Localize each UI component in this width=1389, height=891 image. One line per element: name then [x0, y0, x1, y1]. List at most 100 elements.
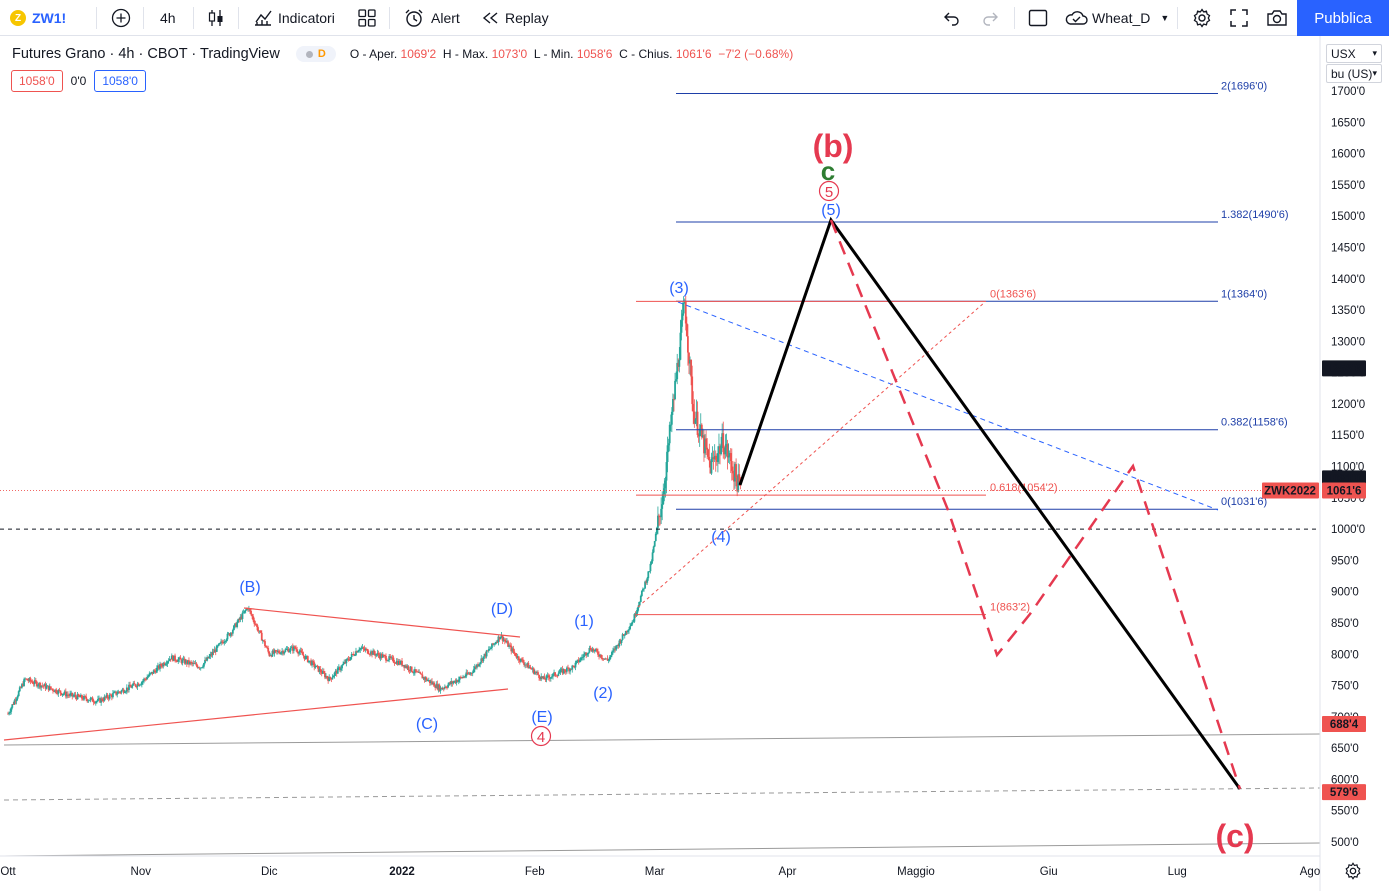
candle-body [343, 662, 346, 664]
candle-body [90, 697, 93, 699]
candle-body [526, 663, 529, 665]
candle-body [307, 660, 310, 663]
candle-body [630, 624, 633, 627]
candle-body [52, 689, 54, 691]
candle-body [376, 653, 379, 655]
candle-body [193, 663, 196, 664]
candle-body [512, 648, 515, 652]
candle-body [236, 622, 239, 627]
candle-body [332, 675, 335, 678]
candle-body [220, 641, 222, 643]
undo-icon[interactable] [943, 0, 961, 36]
templates-grid-icon[interactable] [358, 0, 376, 36]
price-chart[interactable]: 2(1696'0) 1.382(1490'6) 1(1364'0) 0.382(115… [0, 36, 1389, 891]
candle-body [180, 659, 183, 663]
candle-body [694, 419, 697, 424]
compare-add-icon[interactable] [111, 0, 131, 36]
wave-circle-4-text: 4 [537, 729, 545, 746]
redo-icon[interactable] [981, 0, 999, 36]
candle-body [159, 664, 161, 669]
candle-body [679, 332, 682, 360]
candle-body [484, 653, 487, 657]
candle-body [201, 666, 204, 668]
sell-button[interactable]: 1058'0 [11, 70, 63, 92]
candle-body [713, 455, 716, 460]
interval-button[interactable]: 4h [160, 0, 176, 36]
settings-gear-icon[interactable] [1192, 0, 1212, 36]
candle-body [719, 446, 721, 455]
snapshot-camera-icon[interactable] [1266, 0, 1288, 36]
candle-body [378, 655, 381, 659]
candle-body [532, 668, 535, 674]
candle-body [36, 681, 38, 687]
candle-body [655, 527, 658, 534]
buy-button[interactable]: 1058'0 [94, 70, 146, 92]
candle-body [346, 658, 349, 660]
fullscreen-rect-icon[interactable] [1028, 0, 1048, 36]
candle-body [427, 680, 430, 681]
candle-body [210, 654, 213, 656]
alert-button[interactable]: Alert [403, 0, 460, 36]
candle-body [598, 654, 600, 657]
candle-body [712, 457, 715, 460]
candle-body [689, 359, 691, 364]
candle-body [117, 691, 120, 694]
candle-body [175, 660, 178, 662]
candle-body [350, 653, 353, 658]
support-line-500 [3, 842, 1321, 857]
change-value: −7'2 (−0.68%) [718, 47, 794, 61]
time-axis: Ott Nov Dic 2022 Feb Mar Apr Maggio Giu Lug Ago [0, 855, 1320, 878]
candle-body [462, 676, 464, 678]
legend-toggle-pill[interactable]: D [295, 46, 336, 62]
candle-body [46, 685, 49, 687]
symbol-search-button[interactable]: Z ZW1! [10, 0, 66, 36]
chevron-down-icon: ▾ [1372, 48, 1377, 58]
candle-body [60, 692, 63, 695]
candle-body [650, 561, 653, 564]
currency-value: USX [1331, 46, 1356, 61]
publish-button[interactable]: Pubblica [1297, 0, 1389, 36]
candle-body [614, 648, 617, 650]
candle-body [646, 578, 649, 583]
candle-body [487, 649, 490, 651]
candle-body [235, 623, 237, 627]
candle-body [228, 633, 231, 636]
triangle-upper-line [243, 607, 521, 638]
candle-body [33, 680, 36, 684]
indicators-button[interactable]: Indicatori [253, 0, 335, 36]
wave-label-e: (E) [531, 709, 552, 726]
candle-body [722, 433, 725, 453]
candle-body [230, 632, 233, 634]
maximize-icon[interactable] [1230, 0, 1248, 36]
replay-button[interactable]: Replay [482, 0, 549, 36]
candle-body [251, 614, 254, 617]
candle-body [157, 665, 159, 668]
wave-circle-5-ring [818, 180, 840, 202]
layout-menu-button[interactable]: Wheat_D ▼ [1064, 0, 1169, 36]
candle-body [412, 672, 415, 674]
unit-select[interactable]: bu (US) ▾ [1326, 64, 1382, 83]
candle-body [114, 691, 116, 693]
candle-body [219, 642, 221, 644]
candle-body [623, 635, 626, 636]
candles-style-icon[interactable] [206, 0, 226, 36]
candle-body [298, 652, 301, 654]
candle-body [168, 658, 171, 661]
price-tag-last-bg [1322, 482, 1366, 499]
candle-body [334, 670, 337, 673]
candle-body [581, 657, 583, 659]
alert-clock-icon [405, 9, 423, 27]
candle-body [37, 685, 39, 687]
currency-select[interactable]: USX ▾ [1326, 44, 1382, 63]
candle-body [593, 650, 596, 652]
candle-body [151, 672, 154, 674]
candle-body [270, 655, 273, 657]
candle-body [438, 684, 441, 691]
candle-body [85, 696, 88, 700]
axis-settings-gear-icon[interactable] [1344, 862, 1362, 885]
candle-body [549, 677, 552, 679]
candle-body [486, 650, 489, 652]
candle-body [245, 608, 248, 610]
candle-body [185, 660, 188, 664]
candle-body [191, 662, 194, 664]
